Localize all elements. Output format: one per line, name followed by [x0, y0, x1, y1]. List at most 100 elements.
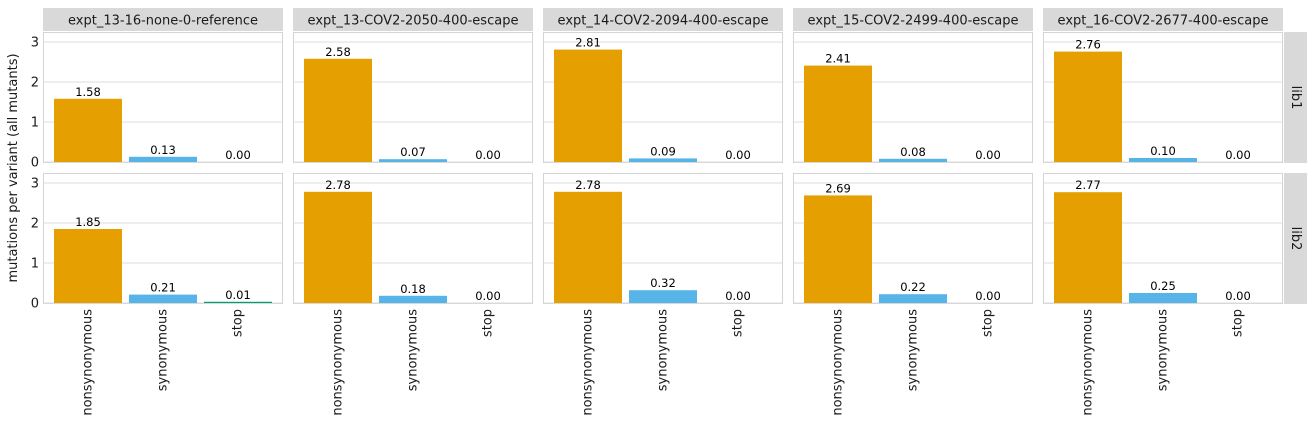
bar-value-label: 0.07	[400, 145, 426, 159]
bar-synonymous	[879, 158, 947, 162]
bar-nonsynonymous	[304, 58, 372, 162]
x-tick-label-nonsynonymous: nonsynonymous	[81, 309, 96, 416]
bar-value-label: 0.00	[225, 148, 251, 162]
facet-strip-label: expt_13-16-none-0-reference	[68, 14, 258, 29]
bar-stop	[204, 301, 272, 303]
x-tick-label-synonymous: synonymous	[1156, 309, 1171, 391]
x-tick-label-nonsynonymous: nonsynonymous	[331, 309, 346, 416]
y-tick-label: 1	[31, 257, 39, 272]
bar-value-label: 2.77	[1075, 178, 1101, 192]
y-tick-label: 0	[31, 156, 39, 171]
y-axis-label: mutations per variant (all mutants)	[6, 53, 21, 282]
bar-synonymous	[629, 290, 697, 303]
bar-value-label: 0.18	[400, 282, 426, 296]
facet-strip-label: expt_16-COV2-2677-400-escape	[1058, 14, 1269, 29]
bar-value-label: 1.85	[75, 215, 101, 229]
facet-strip-expt-13-cov2-2050-400-escape: expt_13-COV2-2050-400-escape	[293, 8, 533, 31]
bar-value-label: 2.78	[575, 178, 601, 192]
bar-nonsynonymous	[304, 191, 372, 303]
facet-strip-background	[43, 8, 283, 31]
row-strip-background	[1284, 173, 1307, 304]
bar-synonymous	[629, 158, 697, 162]
panel-lib2-expt-13-16-none-0-reference: 1.85 0.21 0.01	[43, 173, 283, 304]
y-tick-label: 2	[31, 76, 39, 91]
facet-strip-background	[793, 8, 1033, 31]
y-tick-label: 3	[31, 177, 39, 192]
bar-value-label: 2.81	[575, 36, 601, 50]
row-strip-background	[1284, 32, 1307, 163]
bar-nonsynonymous	[804, 195, 872, 303]
bar-synonymous	[1129, 158, 1197, 162]
bar-value-label: 0.08	[900, 145, 926, 159]
facet-strip-expt-14-cov2-2094-400-escape: expt_14-COV2-2094-400-escape	[543, 8, 783, 31]
facet-strip-background	[293, 8, 533, 31]
x-tick-label-nonsynonymous: nonsynonymous	[1081, 309, 1096, 416]
bar-value-label: 0.00	[475, 148, 501, 162]
bar-value-label: 0.00	[975, 148, 1001, 162]
y-tick-label: 0	[31, 297, 39, 312]
bar-value-label: 2.41	[825, 52, 851, 66]
x-tick-label-stop: stop	[231, 309, 246, 337]
y-tick-label: 3	[31, 36, 39, 51]
x-tick-label-nonsynonymous: nonsynonymous	[831, 309, 846, 416]
bar-value-label: 0.32	[650, 276, 676, 290]
panel-lib1-expt-15-cov2-2499-400-escape: 2.41 0.08 0.00	[793, 32, 1033, 163]
panel-lib1-expt-13-16-none-0-reference: 1.58 0.13 0.00	[43, 32, 283, 163]
bar-value-label: 0.22	[900, 280, 926, 294]
facet-strip-label: expt_15-COV2-2499-400-escape	[808, 14, 1019, 29]
bar-synonymous	[129, 294, 197, 303]
bar-nonsynonymous	[54, 98, 122, 162]
panel-lib2-expt-14-cov2-2094-400-escape: 2.78 0.32 0.00	[543, 173, 783, 304]
y-tick-label: 2	[31, 217, 39, 232]
panel-lib1-expt-14-cov2-2094-400-escape: 2.81 0.09 0.00	[543, 32, 783, 163]
panel-lib2-expt-13-cov2-2050-400-escape: 2.78 0.18 0.00	[293, 173, 533, 304]
bar-value-label: 0.00	[1225, 289, 1251, 303]
x-tick-label-stop: stop	[481, 309, 496, 337]
bar-value-label: 2.58	[325, 45, 351, 59]
bar-value-label: 0.25	[1150, 279, 1176, 293]
bar-value-label: 0.00	[1225, 148, 1251, 162]
x-tick-label-stop: stop	[731, 309, 746, 337]
bar-synonymous	[129, 156, 197, 162]
x-tick-label-synonymous: synonymous	[406, 309, 421, 391]
bar-nonsynonymous	[804, 65, 872, 162]
bar-value-label: 0.00	[725, 148, 751, 162]
bar-value-label: 0.01	[225, 288, 251, 302]
panel-lib1-expt-13-cov2-2050-400-escape: 2.58 0.07 0.00	[293, 32, 533, 163]
facet-strip-expt-16-cov2-2677-400-escape: expt_16-COV2-2677-400-escape	[1043, 8, 1283, 31]
plot-area: expt_13-16-none-0-reference expt_13-COV2-…	[31, 8, 1307, 416]
bar-nonsynonymous	[1054, 51, 1122, 162]
facet-strip-background	[1043, 8, 1283, 31]
bar-value-label: 0.09	[650, 144, 676, 158]
x-tick-label-nonsynonymous: nonsynonymous	[581, 309, 596, 416]
bar-value-label: 0.00	[975, 289, 1001, 303]
bar-synonymous	[379, 295, 447, 303]
x-tick-label-synonymous: synonymous	[156, 309, 171, 391]
x-tick-label-stop: stop	[1231, 309, 1246, 337]
bar-synonymous	[879, 294, 947, 303]
bar-value-label: 2.78	[325, 178, 351, 192]
x-tick-label-stop: stop	[981, 309, 996, 337]
panel-lib1-expt-16-cov2-2677-400-escape: 2.76 0.10 0.00	[1043, 32, 1283, 163]
row-strip-lib1: lib1	[1284, 32, 1307, 163]
panel-lib2-expt-15-cov2-2499-400-escape: 2.69 0.22 0.00	[793, 173, 1033, 304]
bar-value-label: 1.58	[75, 85, 101, 99]
bar-synonymous	[379, 159, 447, 162]
y-tick-label: 1	[31, 116, 39, 131]
facet-strip-label: expt_13-COV2-2050-400-escape	[308, 14, 519, 29]
bar-value-label: 0.13	[150, 143, 176, 157]
facet-strip-expt-13-16-none-0-reference: expt_13-16-none-0-reference	[43, 8, 283, 31]
x-tick-label-synonymous: synonymous	[656, 309, 671, 391]
facet-strip-label: expt_14-COV2-2094-400-escape	[558, 14, 769, 29]
facet-strip-expt-15-cov2-2499-400-escape: expt_15-COV2-2499-400-escape	[793, 8, 1033, 31]
bar-value-label: 2.76	[1075, 38, 1101, 52]
bar-value-label: 0.21	[150, 281, 176, 295]
bar-value-label: 0.00	[475, 289, 501, 303]
x-tick-label-synonymous: synonymous	[906, 309, 921, 391]
panel-lib2-expt-16-cov2-2677-400-escape: 2.77 0.25 0.00	[1043, 173, 1283, 304]
bar-nonsynonymous	[1054, 192, 1122, 303]
facet-strip-background	[543, 8, 783, 31]
bar-synonymous	[1129, 293, 1197, 303]
row-strip-lib2: lib2	[1284, 173, 1307, 304]
